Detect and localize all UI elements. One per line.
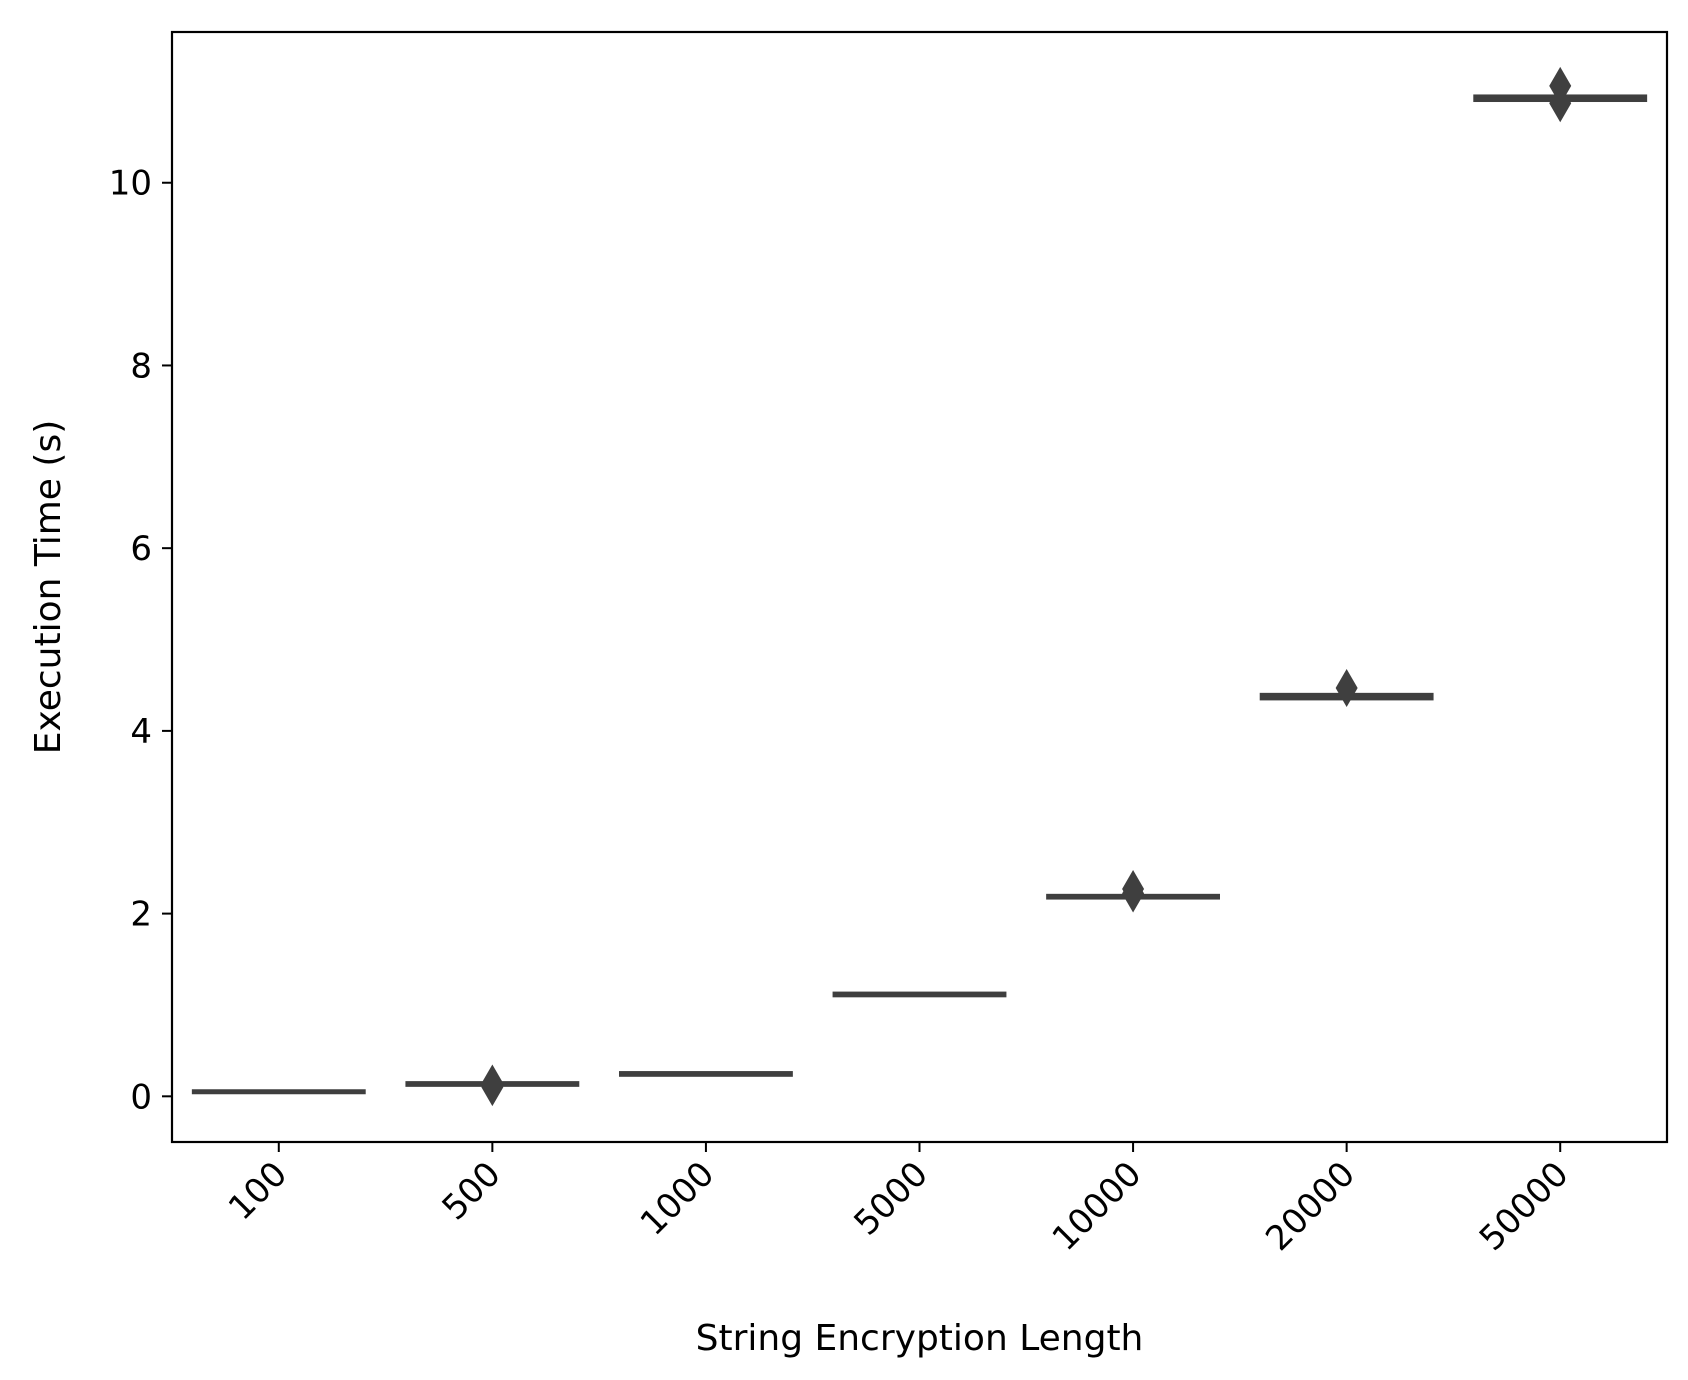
outlier-500-1 (481, 1068, 504, 1107)
y-tick-label-2: 2 (130, 895, 152, 935)
box-10000 (1046, 869, 1220, 913)
outlier-20000-0 (1335, 668, 1358, 707)
box-20000 (1259, 668, 1434, 707)
x-axis-label: String Encryption Length (696, 1318, 1144, 1359)
y-tick-label-4: 4 (130, 712, 152, 752)
box-100 (191, 1089, 366, 1095)
y-tick-label-8: 8 (130, 346, 152, 386)
box-1000 (619, 1071, 793, 1077)
box-50000 (1473, 66, 1648, 123)
y-axis-label: Execution Time (s) (28, 420, 69, 755)
box-500 (405, 1064, 580, 1107)
plot-area (191, 66, 1648, 1107)
y-tick-label-10: 10 (109, 164, 152, 204)
box-5000 (832, 991, 1007, 998)
y-axis: 0 2 4 6 8 10 (109, 164, 172, 1117)
y-tick-label-0: 0 (130, 1077, 152, 1117)
outlier-10000-1 (1122, 874, 1145, 913)
y-tick-label-6: 6 (130, 529, 152, 569)
outlier-50000-1 (1549, 84, 1572, 123)
